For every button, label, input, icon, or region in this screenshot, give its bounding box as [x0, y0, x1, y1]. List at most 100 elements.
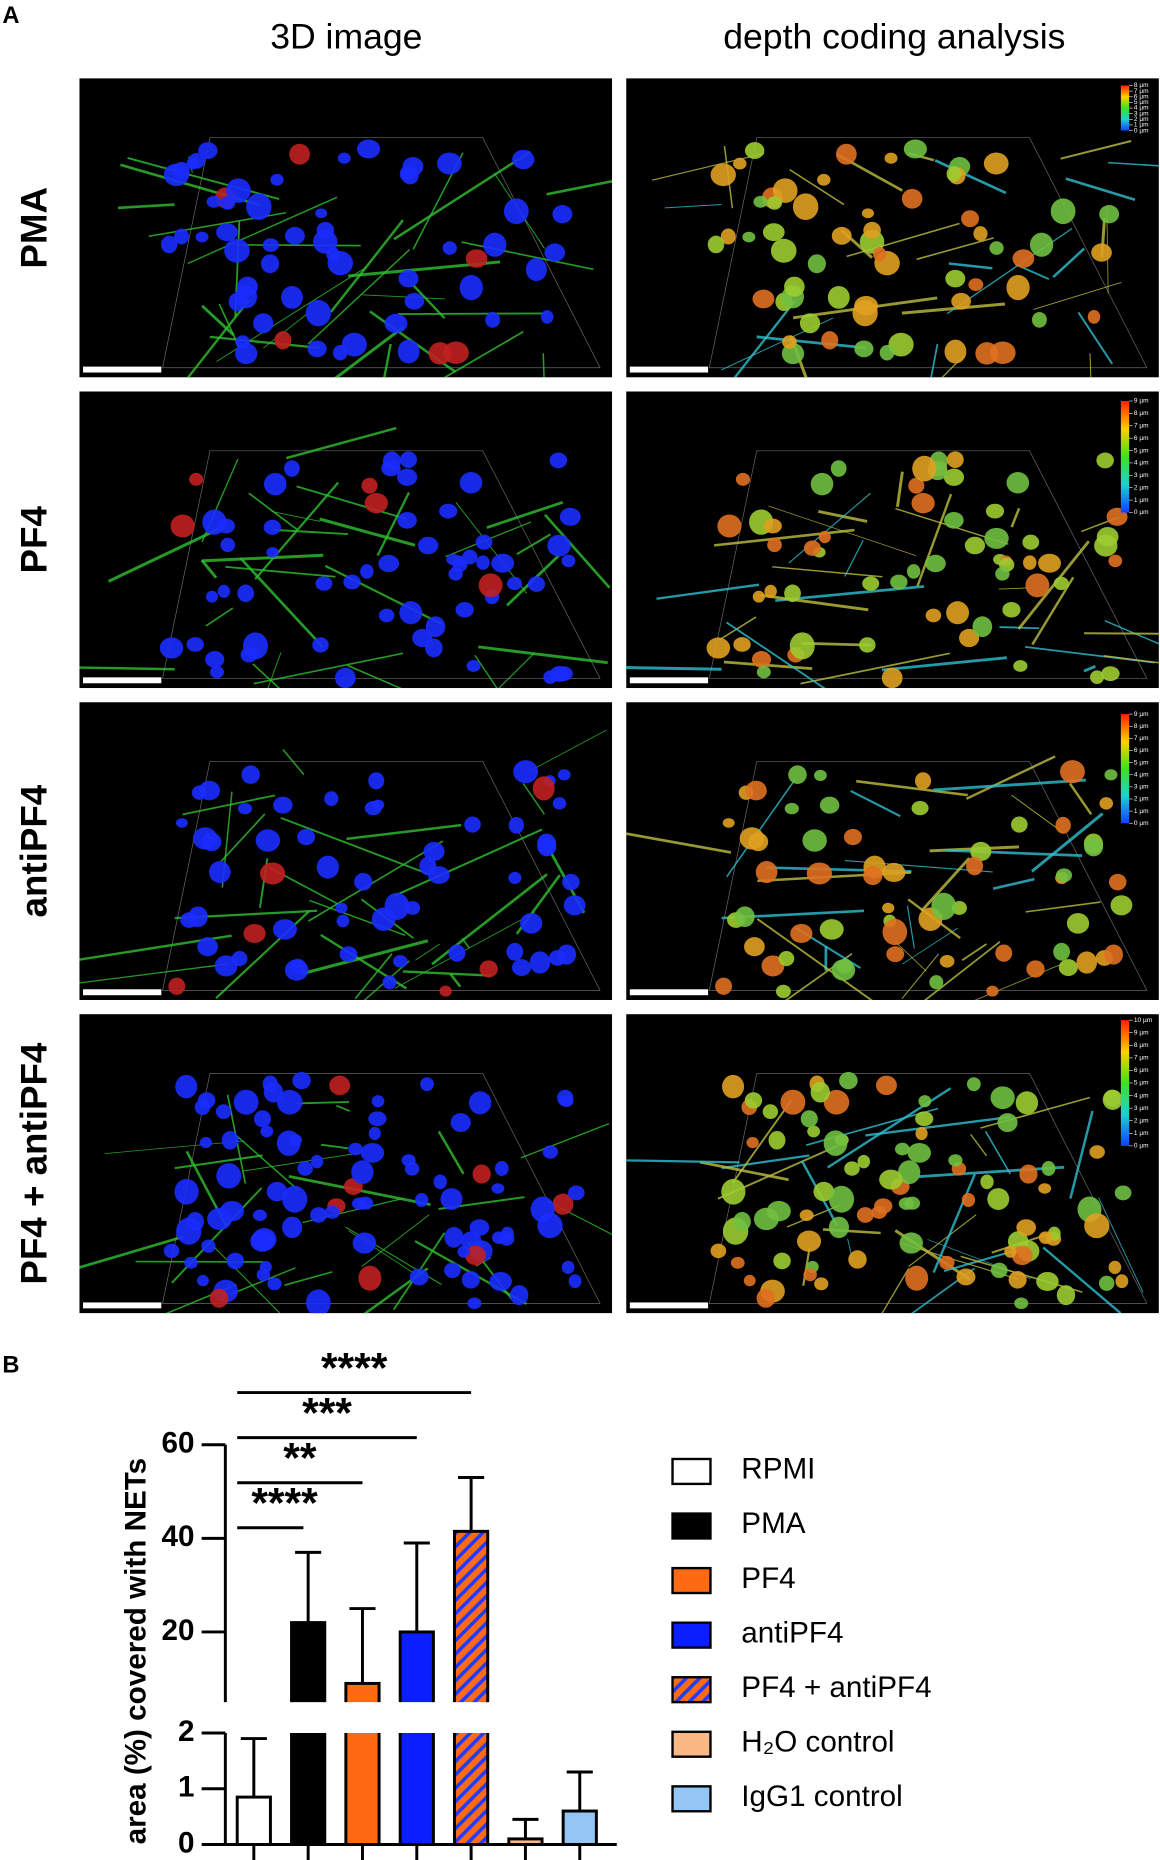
cell: [943, 468, 965, 486]
cell: [475, 534, 493, 550]
cell: [819, 919, 844, 940]
fiber: [376, 491, 411, 556]
scale-bar: [629, 677, 709, 684]
bar: [344, 1732, 381, 1845]
cell: [543, 670, 558, 684]
fiber: [906, 905, 915, 949]
cell: [461, 1270, 480, 1289]
cell: [491, 553, 515, 573]
cell: [260, 1125, 274, 1138]
fiber: [402, 970, 491, 977]
cell: [752, 590, 765, 603]
cell: [272, 919, 297, 940]
cell: [1036, 1271, 1059, 1292]
fiber: [235, 1134, 299, 1191]
cell: [735, 472, 751, 486]
cell: [968, 278, 984, 291]
cell: [561, 554, 576, 568]
fiber: [363, 960, 410, 1000]
cell: [1012, 249, 1035, 268]
fiber: [731, 1099, 793, 1184]
colorbar-label: 5 µm: [1134, 1080, 1149, 1087]
cell: [882, 918, 908, 946]
cell: [444, 1262, 461, 1279]
legend-swatch: [671, 1566, 712, 1595]
cell: [972, 616, 993, 638]
fiber: [881, 656, 1008, 672]
cell: [285, 226, 305, 245]
fiber: [346, 823, 462, 841]
fiber: [336, 1104, 351, 1112]
cell: [1090, 670, 1104, 684]
fiber: [225, 565, 336, 578]
cell: [884, 152, 898, 164]
colorbar-label: 1 µm: [1134, 1130, 1149, 1137]
legend-label: PF4 + antiPF4: [741, 1671, 931, 1704]
cell: [722, 1074, 745, 1099]
cell: [813, 1181, 835, 1202]
significance-label: ****: [251, 1480, 318, 1528]
cell: [433, 1174, 447, 1190]
fiber: [713, 528, 855, 547]
cell: [382, 975, 397, 990]
cell: [494, 1161, 509, 1176]
cell: [465, 1245, 486, 1266]
cell: [197, 937, 218, 957]
cell: [1011, 816, 1028, 833]
cell: [908, 477, 925, 494]
colorbar-label: 6 µm: [1134, 1067, 1149, 1074]
fiber: [626, 1159, 740, 1164]
colorbar-label: 0 µm: [1134, 820, 1149, 827]
colorbar-label: 6 µm: [1134, 93, 1149, 100]
cell: [854, 296, 879, 316]
fiber: [1030, 812, 1104, 873]
cell: [990, 1262, 1008, 1279]
fiber: [282, 748, 305, 776]
cell: [537, 836, 557, 857]
cell: [945, 269, 966, 288]
fiber: [1083, 665, 1096, 673]
cell: [796, 1230, 822, 1252]
cell: [894, 1142, 910, 1156]
colorbar-label: 3 µm: [1134, 1105, 1149, 1112]
cell: [890, 574, 908, 590]
cell: [282, 1185, 308, 1213]
cell: [773, 1252, 791, 1270]
cell: [744, 1092, 763, 1109]
fiber: [449, 972, 462, 988]
cell: [948, 1154, 963, 1167]
micrograph-content: [651, 137, 1159, 378]
cell: [906, 564, 921, 579]
fiber: [626, 666, 722, 671]
cell: [946, 601, 970, 625]
fiber: [1103, 655, 1159, 664]
cell: [806, 862, 832, 885]
cell: [989, 241, 1004, 255]
cell: [419, 856, 437, 876]
cell: [540, 309, 554, 324]
cell: [360, 564, 374, 579]
cell: [882, 862, 906, 883]
cell: [730, 1256, 745, 1269]
fiber: [998, 587, 1028, 590]
fiber: [543, 513, 611, 589]
cell: [378, 554, 400, 573]
cell: [210, 665, 224, 679]
cell: [1041, 1161, 1056, 1176]
cell: [485, 311, 501, 328]
fiber: [79, 963, 227, 984]
y-tick-label: 0: [178, 1826, 195, 1859]
fiber: [209, 335, 320, 350]
cell: [789, 632, 815, 660]
cell: [511, 959, 532, 977]
cell: [276, 1130, 301, 1156]
colorbar-label: 7 µm: [1134, 88, 1149, 95]
cell: [778, 951, 795, 967]
fiber: [992, 877, 1035, 890]
legend-label: H₂O control: [741, 1725, 894, 1758]
cell: [440, 1188, 463, 1211]
colorbar-label: 1 µm: [1134, 497, 1149, 504]
cell: [961, 210, 980, 228]
cell: [782, 335, 797, 349]
cell: [1099, 204, 1120, 224]
